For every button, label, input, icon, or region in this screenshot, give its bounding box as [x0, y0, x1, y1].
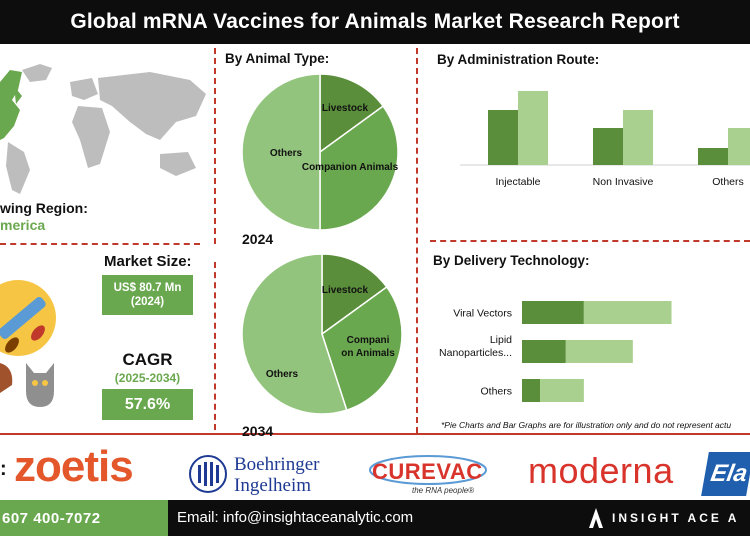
bar-delivery-lipid-nanoparticles-series-2	[565, 340, 633, 363]
pie-slice-compani	[321, 285, 403, 412]
pie-slice-companion-animals	[319, 105, 399, 231]
bar-route-non-invasive-series-2	[623, 110, 653, 165]
footer-bar: 607 400-7072 Email: info@insightaceanaly…	[0, 500, 750, 536]
footer-email[interactable]: Email: info@insightaceanalytic.com	[177, 509, 414, 526]
logo-elanco-box: Ela	[701, 452, 750, 496]
bar-route-non-invasive-series-1	[593, 128, 623, 165]
footer-phone[interactable]: 607 400-7072	[2, 509, 101, 527]
map-continents-other	[6, 64, 206, 194]
pie-label-livestock: Livestock	[322, 285, 369, 296]
page-title: Global mRNA Vaccines for Animals Market …	[70, 10, 680, 33]
bar-route-injectable-series-1	[488, 110, 518, 165]
footer-brand: INSIGHT ACE A	[612, 511, 740, 525]
syringe-icon	[0, 297, 46, 339]
curevac-swoosh-icon	[369, 455, 487, 485]
bar-delivery-viral-vectors-series-1	[522, 301, 584, 324]
divider-right-horizontal	[430, 240, 750, 242]
cagr-box: 57.6%	[102, 389, 193, 420]
pie-slice-others	[241, 73, 321, 231]
administration-route-title: By Administration Route:	[437, 52, 600, 67]
delivery-technology-title: By Delivery Technology:	[433, 253, 590, 268]
pie-chart-2024: Livestock Companion Animals Others	[241, 73, 399, 231]
bar-delivery-others-series-2	[540, 379, 584, 402]
divider-right	[416, 48, 418, 433]
insight-ace-logo-icon	[589, 508, 603, 528]
company-logo-row: : zoetis Boehringer Ingelheim CUREVAC th…	[0, 440, 750, 500]
bar-route-label-injectable: Injectable	[496, 176, 541, 188]
logo-elanco: Ela	[708, 460, 750, 487]
boehringer-logo-icon	[189, 455, 227, 493]
fastest-region-label: wing Region:	[0, 200, 88, 216]
pie-label-compani-line2: on Animals	[341, 348, 395, 359]
world-map	[0, 64, 206, 194]
cagr-years: (2025-2034)	[114, 371, 181, 385]
market-size-box: US$ 80.7 Mn (2024)	[102, 275, 193, 315]
pie-label-others: Others	[270, 148, 303, 159]
divider-left	[214, 48, 216, 244]
bar-delivery-others-series-1	[522, 379, 541, 402]
capsule-icon	[31, 325, 45, 341]
market-size-year: (2024)	[130, 296, 165, 308]
divider-bottom	[0, 433, 750, 435]
bar-delivery-lipid-nanoparticles-series-1	[522, 340, 566, 363]
curevac-tagline: the RNA people®	[412, 486, 475, 495]
animal-type-title: By Animal Type:	[225, 51, 330, 66]
market-size-value: US$ 80.7 Mn	[113, 282, 182, 294]
divider-left-lower	[214, 262, 216, 430]
logo-cutoff-colon: :	[0, 458, 7, 480]
fastest-region-value: merica	[0, 217, 46, 233]
pie-slice-livestock	[319, 73, 385, 154]
logo-moderna: moderna	[528, 450, 674, 491]
bar-delivery-viral-vectors-series-2	[583, 301, 672, 324]
pie-label-others: Others	[266, 369, 299, 380]
pie-year-2024: 2024	[242, 231, 274, 247]
pie-label-compani: Compani	[347, 335, 390, 346]
pie-label-livestock: Livestock	[322, 103, 369, 114]
bar-delivery-label-viral-vectors: Viral Vectors	[453, 308, 512, 320]
logo-zoetis: zoetis	[14, 442, 134, 491]
pie-label-companion-animals: Companion Animals	[302, 162, 399, 173]
dog-icon	[0, 363, 13, 393]
pie-year-2034: 2034	[242, 423, 274, 439]
bar-delivery-label-lipid-nanoparticles-line2: Nanoparticles...	[439, 347, 512, 359]
bar-chart-administration-route: Injectable Non Invasive Others	[460, 91, 750, 188]
footer-phone-box: 607 400-7072	[0, 500, 168, 536]
bar-route-others-series-1	[698, 148, 728, 165]
logo-boehringer: Boehringer Ingelheim	[234, 454, 320, 496]
map-continent-north-america	[0, 70, 22, 140]
pie-slice-livestock	[321, 253, 388, 336]
cagr-label: CAGR	[122, 350, 173, 369]
cat-icon	[26, 363, 54, 407]
market-size-label: Market Size:	[104, 253, 192, 270]
title-bar: Global mRNA Vaccines for Animals Market …	[0, 0, 750, 44]
pets-illustration	[0, 280, 56, 407]
pie-chart-2034: Livestock Compani on Animals Others	[241, 253, 403, 415]
bar-delivery-label-others: Others	[480, 386, 512, 398]
pie-slice-others	[241, 253, 348, 415]
disclaimer: *Pie Charts and Bar Graphs are for illus…	[441, 420, 732, 430]
divider-left-horizontal	[0, 243, 200, 245]
bar-route-injectable-series-2	[518, 91, 548, 165]
logo-curevac: CUREVAC	[372, 459, 483, 484]
bar-route-others-series-2	[728, 128, 750, 165]
bar-route-label-others: Others	[712, 176, 744, 188]
bar-delivery-label-lipid-nanoparticles: Lipid	[490, 334, 512, 346]
bar-route-label-non-invasive: Non Invasive	[593, 176, 654, 188]
cagr-value: 57.6%	[124, 395, 171, 413]
